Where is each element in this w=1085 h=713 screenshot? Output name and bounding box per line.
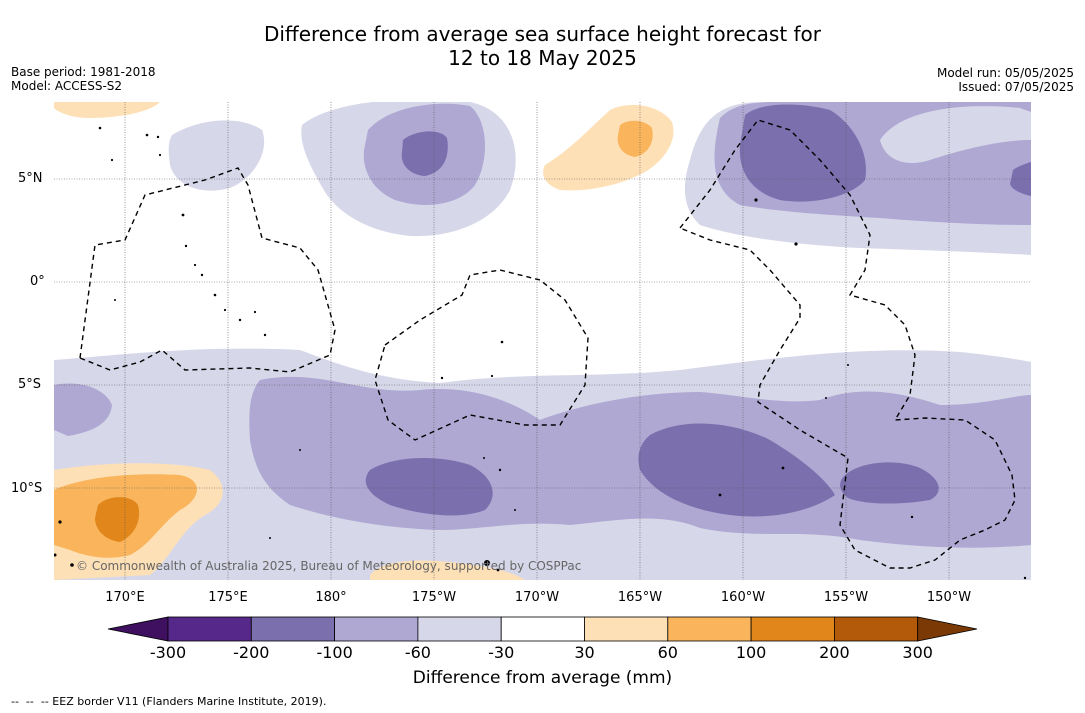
colorbar-tick-label: 200 xyxy=(819,643,850,662)
lon-label-180: 180° xyxy=(315,590,347,605)
colorbar-tick-label: -30 xyxy=(488,643,515,662)
map-area xyxy=(54,102,1031,580)
colorbar-bin-9 xyxy=(834,616,919,642)
islands xyxy=(54,126,1027,580)
meta-right: Model run: 05/05/2025 Issued: 07/05/2025 xyxy=(937,66,1074,94)
colorbar-bin-3 xyxy=(334,616,419,642)
colorbar-title: Difference from average (mm) xyxy=(412,668,673,688)
lon-label-175e: 175°E xyxy=(208,590,248,605)
colorbar-tick-label: 100 xyxy=(735,643,767,662)
eez-kiribati-line xyxy=(679,119,1016,569)
lon-label-170w: 170°W xyxy=(514,590,560,605)
colorbar-extend-high xyxy=(917,616,978,642)
lon-label-170e: 170°E xyxy=(105,590,145,605)
eez-footnote: -- -- -- EEZ border V11 (Flanders Marine… xyxy=(11,695,327,708)
model-run-text: Model run: 05/05/2025 xyxy=(936,66,1074,80)
meta-left: Base period: 1981-2018 Model: ACCESS-S2 xyxy=(11,65,156,93)
colorbar-bin-6 xyxy=(584,616,669,642)
contour-nw-light-orange xyxy=(54,102,160,118)
colorbar-tick-label: -200 xyxy=(233,643,270,662)
colorbar-bin-4 xyxy=(417,616,502,642)
colorbar-tick-label: 300 xyxy=(902,643,933,662)
contour-south-dark-west xyxy=(365,458,493,516)
colorbar-bin-5 xyxy=(500,616,585,642)
issued-text: Issued: 07/05/2025 xyxy=(958,80,1074,94)
copyright-text: © Commonwealth of Australia 2025, Bureau… xyxy=(76,559,582,573)
contour-sw-dark-orange xyxy=(95,497,140,542)
eez-borders xyxy=(79,119,1016,569)
contours-positive xyxy=(54,102,674,580)
contour-north-dark xyxy=(401,131,448,176)
colorbar-bin-7 xyxy=(667,616,752,642)
colorbar-bin-1 xyxy=(167,616,252,642)
contour-ne-dark-edge xyxy=(1010,162,1031,196)
contour-west-patch-mid xyxy=(54,383,112,436)
grid-lines xyxy=(54,102,1031,580)
map-title-line1: Difference from average sea surface heig… xyxy=(263,22,822,46)
colorbar xyxy=(107,616,978,642)
eez-kiribati-phoenix xyxy=(374,269,589,441)
lat-label-5s: 5°S xyxy=(18,377,42,392)
lon-label-160w: 160°W xyxy=(720,590,766,605)
map-title-line2: 12 to 18 May 2025 xyxy=(448,46,637,70)
colorbar-tick-label: 30 xyxy=(574,643,595,662)
colorbar-tick-label: -300 xyxy=(149,643,187,662)
eez-kiribati-gilberts xyxy=(79,167,336,373)
model-text: Model: ACCESS-S2 xyxy=(11,79,123,93)
contour-nw-blob-light xyxy=(168,120,265,191)
contour-bottom-light-orange xyxy=(370,560,525,580)
base-period-text: Base period: 1981-2018 xyxy=(11,65,156,79)
colorbar-tick-label: -100 xyxy=(316,643,353,662)
contour-ne-dark xyxy=(739,104,866,202)
colorbar-extend-low xyxy=(107,616,169,642)
lon-label-165w: 165°W xyxy=(617,590,663,605)
contour-south-dark-east xyxy=(840,462,939,504)
colorbar-bin-2 xyxy=(250,616,336,642)
lat-label-10s: 10°S xyxy=(11,481,43,496)
contour-ne-white-hole xyxy=(880,106,1031,164)
lon-label-155w: 155°W xyxy=(823,590,869,605)
lat-label-5n: 5°N xyxy=(18,171,43,186)
colorbar-tick-label: -60 xyxy=(404,643,431,662)
colorbar-tick-label: 60 xyxy=(657,643,678,662)
lat-label-0: 0° xyxy=(30,274,45,289)
contour-north-orange xyxy=(617,120,653,157)
contour-south-dark-central xyxy=(638,423,835,517)
lon-label-150w: 150°W xyxy=(926,590,972,605)
colorbar-bin-8 xyxy=(750,616,835,642)
lon-label-175w: 175°W xyxy=(411,590,457,605)
